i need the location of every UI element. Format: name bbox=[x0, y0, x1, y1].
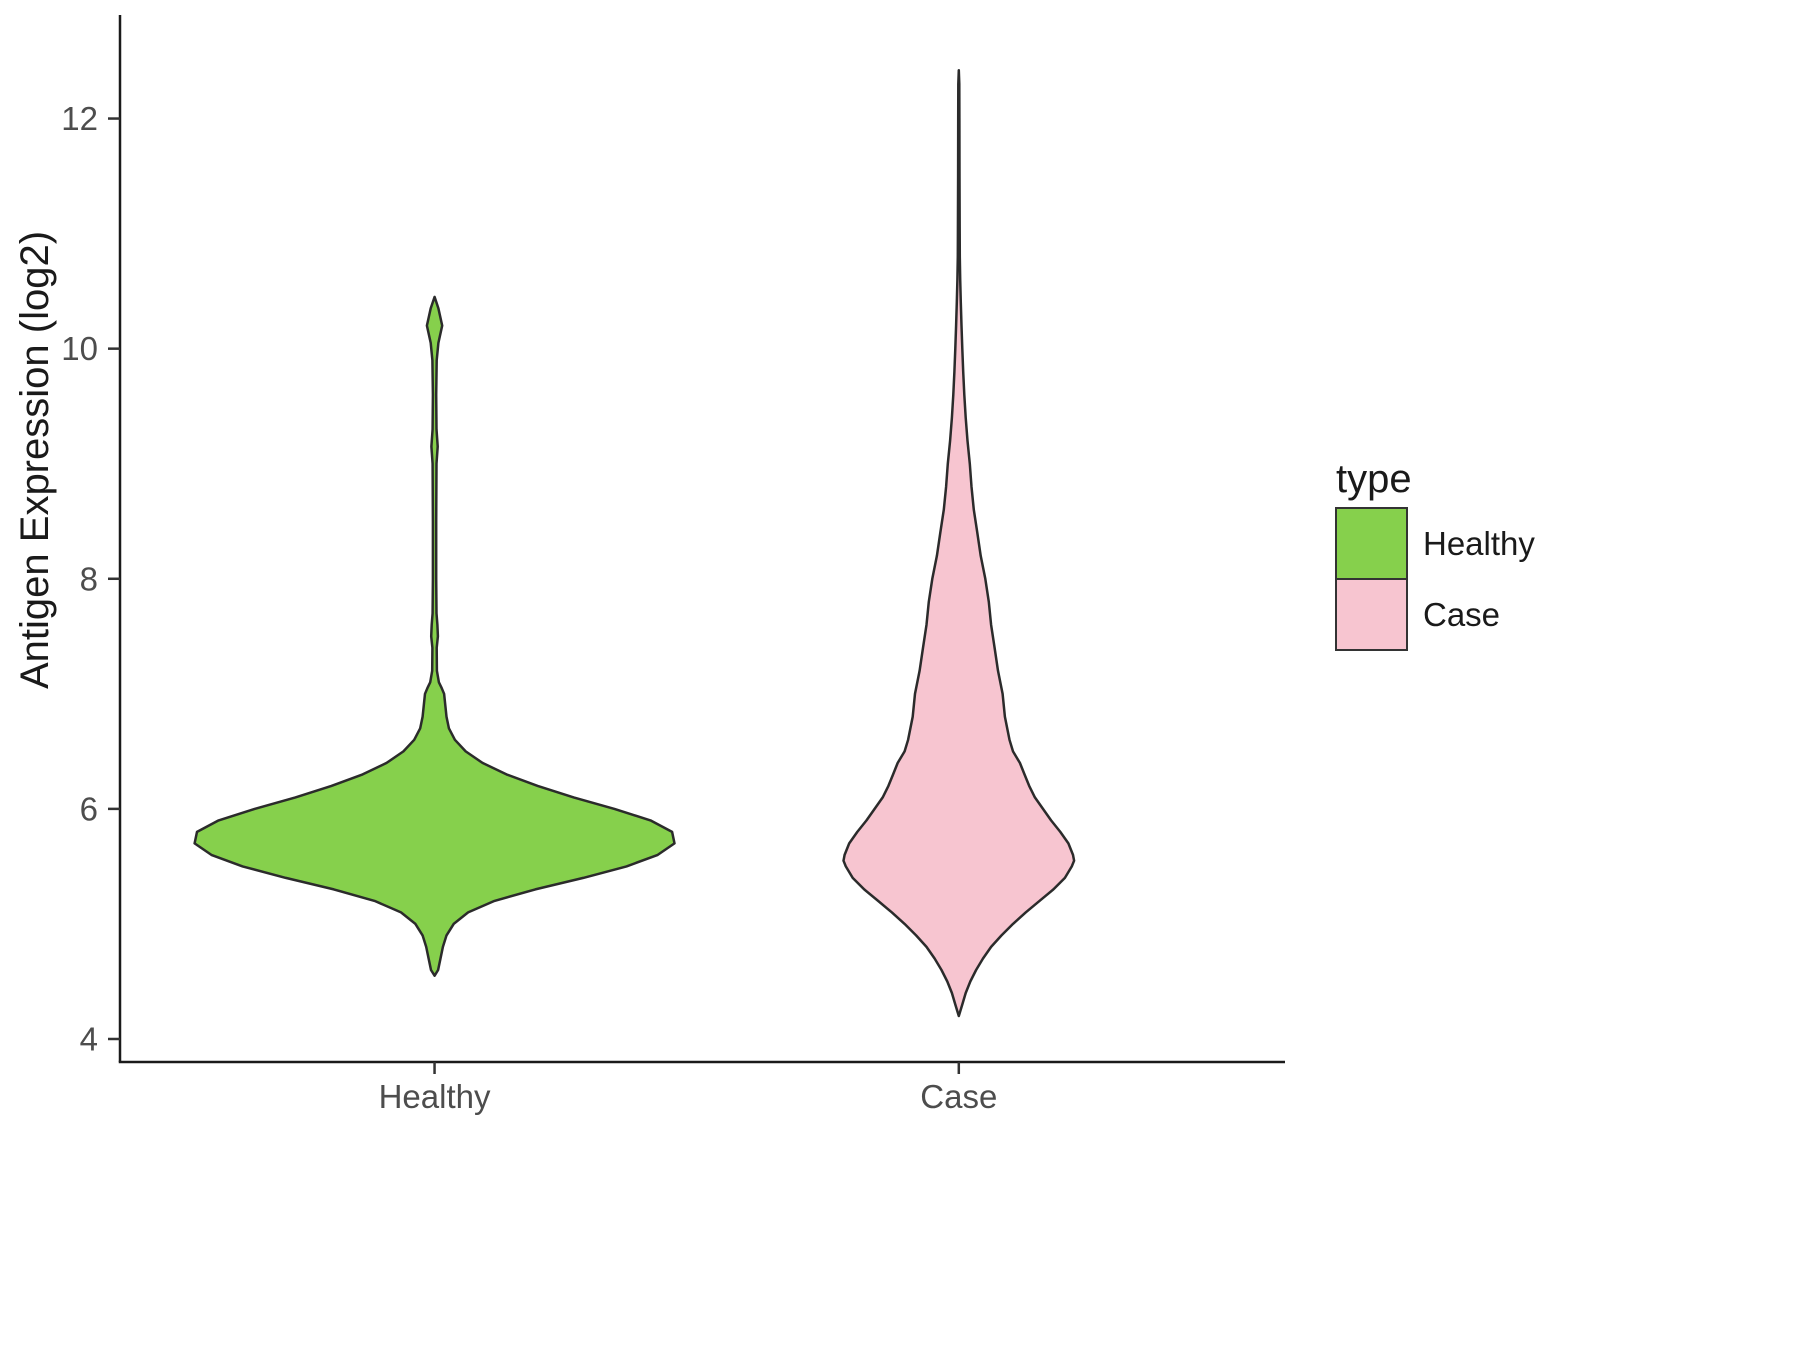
violin-healthy bbox=[193, 295, 676, 977]
x-tick-label-healthy: Healthy bbox=[379, 1078, 491, 1115]
y-tick-label: 12 bbox=[61, 100, 98, 137]
legend-title: type bbox=[1336, 457, 1412, 501]
y-axis-title: Antigen Expression (log2) bbox=[13, 231, 57, 689]
legend-label-healthy: Healthy bbox=[1423, 525, 1535, 562]
legend-key-healthy bbox=[1335, 507, 1408, 580]
x-tick-label-case: Case bbox=[920, 1078, 997, 1115]
y-tick-label: 4 bbox=[80, 1021, 98, 1058]
y-tick-label: 10 bbox=[61, 330, 98, 367]
y-tick-label: 6 bbox=[80, 790, 98, 827]
y-tick-label: 8 bbox=[80, 560, 98, 597]
legend-label-case: Case bbox=[1423, 596, 1500, 633]
violin-case bbox=[842, 68, 1076, 1018]
legend-key-case bbox=[1335, 578, 1408, 651]
